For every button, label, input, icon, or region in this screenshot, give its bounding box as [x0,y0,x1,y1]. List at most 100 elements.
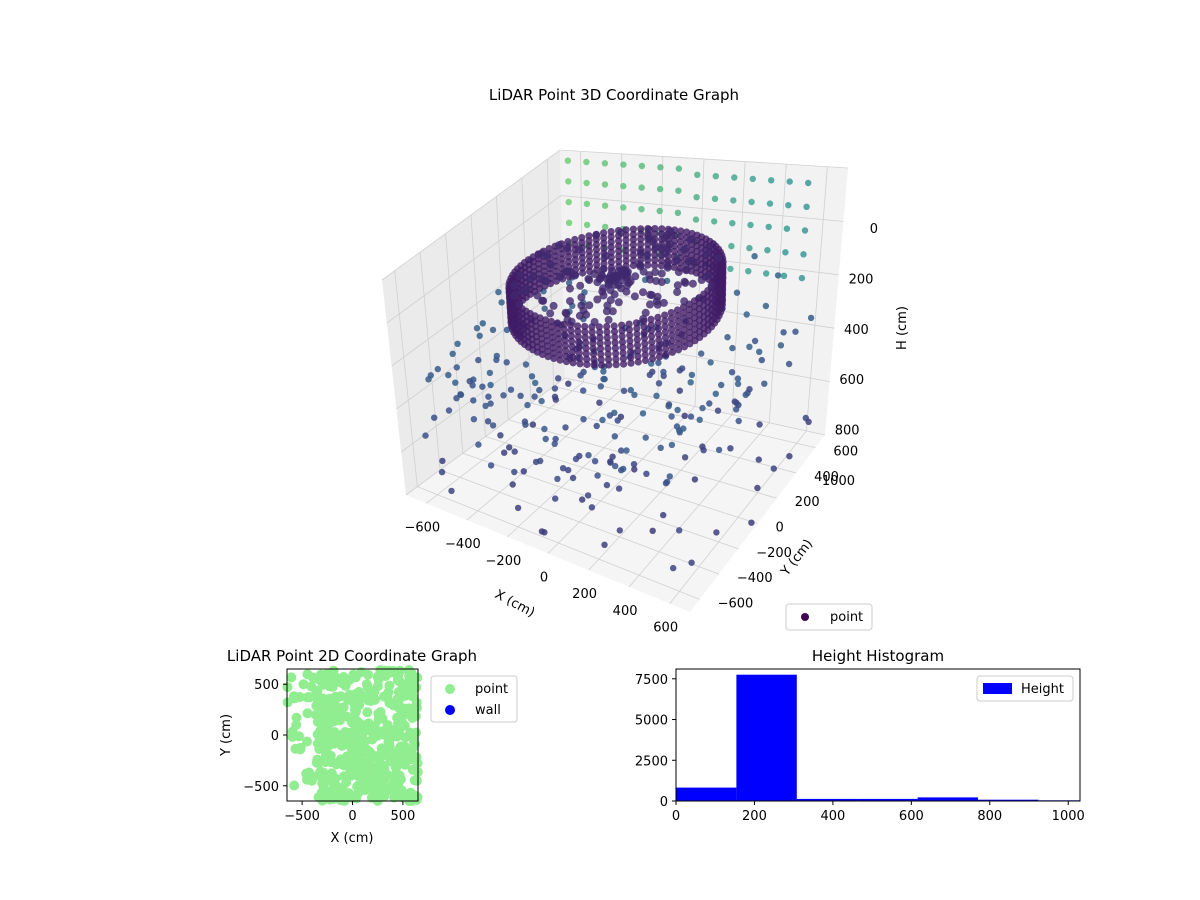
ring-point-3d [670,263,678,271]
grid-left-h-line [405,377,566,496]
ring-fill-point-3d [657,278,666,286]
scatter-point-3d [445,407,453,414]
ring-point-3d [607,248,615,256]
ring-point-3d [657,262,666,270]
scatter-point-3d [761,380,768,387]
scatter-point-3d [470,416,478,423]
ring-point-3d [674,346,683,354]
scatter-point-3d [489,326,497,334]
ring-fill-point-3d [653,300,662,309]
ring-point-3d [647,321,655,329]
scatter-point-3d [616,527,623,534]
scatter-point-3d [681,412,688,419]
scatter-point-2d [302,669,313,680]
grid-left-h-line [396,286,564,410]
scatter-point-3d [733,289,741,296]
scatter-point-2d [317,778,328,789]
scatter-point-2d [354,763,365,774]
ring-fill-point-3d [672,256,681,265]
scatter-point-3d [668,413,675,420]
scatter-point-3d [501,449,508,456]
ring-point-3d [629,235,638,244]
ring-point-3d [632,319,641,327]
scatter-point-3d [583,200,591,208]
scatter-point-2d [332,781,343,792]
grid-left-y-line [419,252,441,470]
ring-point-3d [611,344,620,352]
x-tick-label-3d: −400 [445,537,481,552]
scatter-point-3d [803,203,810,210]
y-tick-label-3d: 600 [833,445,858,460]
scatter-point-3d [713,529,720,536]
ring-fill-point-3d [707,281,716,290]
scatter-point-3d [751,337,759,345]
ring-point-3d [626,331,634,339]
scatter-point-3d [805,179,812,187]
ring-point-3d [661,334,670,342]
ring-point-3d [589,345,597,353]
scatter-point-3d [754,484,761,492]
scatter-point-3d [551,440,558,447]
ring-point-3d [611,339,619,347]
scatter-point-2d [350,689,361,699]
scatter-point-3d [730,197,737,204]
ring-point-3d [668,326,676,334]
ring-fill-point-3d [546,309,555,318]
scatter-point-2d [346,769,357,780]
scatter-point-3d [746,343,753,350]
ring-fill-point-3d [681,278,690,287]
scatter-point-3d [712,390,719,397]
scatter-point-2d [330,691,341,702]
ring-fill-point-3d [610,290,619,299]
histogram-ticks: 0 200 400 600 800 1000 0 2500 5000 7500 [635,673,1085,824]
scatter-point-3d [662,480,670,487]
scatter-point-3d [576,452,583,460]
grid-floor-x-line [669,430,807,604]
scatter-point-3d [531,393,538,400]
histogram-x-tick-label: 800 [977,809,1002,824]
scatter-point-3d [528,373,536,380]
scatter-point-2d [385,756,396,767]
scatter-point-3d [698,350,705,357]
scatter-point-2d [406,754,417,765]
scatter-point-3d [601,541,608,548]
scatter-point-2d [350,707,361,718]
scatter-point-3d [642,434,649,441]
ring-point-3d [685,306,693,314]
scatter-point-3d [487,462,495,469]
ring-point-3d [554,324,562,332]
x-tick-label-2d: 500 [390,809,415,824]
ring-point-3d [622,241,630,249]
scatter-point-2d [390,730,400,741]
ring-point-3d [634,352,642,360]
ring-point-3d [626,348,635,356]
ring-point-3d [637,230,645,238]
scatter-point-3d [786,178,793,185]
scatter-point-3d [734,380,742,388]
ring-fill-point-3d [645,225,654,234]
scatter-point-2d [286,672,297,683]
scatter-point-3d [733,399,740,407]
scatter-point-3d [482,402,489,410]
ring-point-3d [618,332,626,340]
histogram-title: Height Histogram [812,647,944,665]
scatter-point-3d [466,378,473,385]
legend-3d: point [785,603,873,631]
ring-point-3d [571,235,579,244]
ring-fill-point-3d [576,281,585,290]
ring-point-3d [654,313,662,321]
ring-fill-point-3d [662,231,671,240]
ring-point-3d [654,319,662,327]
ring-point-3d [674,329,682,337]
scatter-point-3d [601,160,609,167]
ring-fill-point-3d [614,267,623,276]
ring-point-3d [677,238,685,246]
grid-back-x-line [768,164,787,423]
scatter-point-3d [538,528,546,535]
legend-2d-marker-point [445,684,455,694]
ring-fill-point-3d [577,301,586,310]
scatter-point-2d [289,780,300,791]
scatter-point-3d [479,320,486,327]
ring-fill-point-3d [518,287,527,296]
